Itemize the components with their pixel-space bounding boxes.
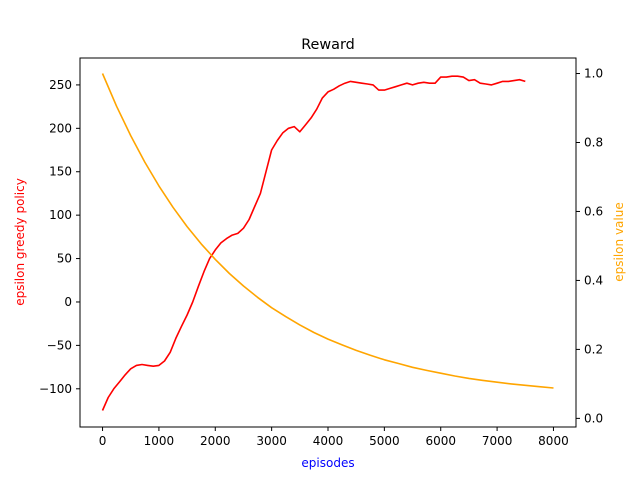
x-tick-label: 5000 [369, 434, 400, 448]
chart-title: Reward [301, 37, 355, 53]
right-y-tick-label: 0.2 [584, 342, 603, 356]
left-y-tick-label: −100 [39, 382, 72, 396]
left-y-tick-label: 50 [57, 252, 72, 266]
right-y-tick-label: 0.6 [584, 204, 603, 218]
left-y-tick-label: 0 [64, 295, 72, 309]
epsilon-value-line [101, 73, 554, 389]
left-y-axis-label: epsilon greedy policy [13, 178, 27, 306]
left-y-tick-label: 100 [49, 208, 72, 222]
x-tick-label: 4000 [313, 434, 344, 448]
left-y-tick-label: 150 [49, 165, 72, 179]
x-axis-label: episodes [301, 456, 354, 470]
left-y-axis-ticks: −100 −50 0 50 100 150 200 250 [39, 78, 80, 396]
x-tick-label: 0 [99, 434, 107, 448]
right-y-tick-label: 0.4 [584, 273, 603, 287]
x-tick-label: 3000 [256, 434, 287, 448]
x-tick-label: 2000 [200, 434, 231, 448]
right-y-tick-label: 0.0 [584, 411, 603, 425]
left-y-tick-label: 200 [49, 121, 72, 135]
reward-line [101, 75, 526, 411]
x-tick-label: 8000 [538, 434, 569, 448]
x-tick-label: 6000 [425, 434, 456, 448]
right-y-tick-label: 0.8 [584, 135, 603, 149]
right-y-axis-label: epsilon value [612, 202, 626, 281]
x-tick-label: 1000 [144, 434, 175, 448]
left-y-tick-label: −50 [47, 338, 72, 352]
left-y-tick-label: 250 [49, 78, 72, 92]
right-y-axis-ticks: 0.0 0.2 0.4 0.6 0.8 1.0 [576, 67, 603, 425]
right-y-tick-label: 1.0 [584, 67, 603, 81]
x-axis-ticks: 0 1000 2000 3000 4000 5000 6000 7000 8000 [99, 427, 569, 448]
x-tick-label: 7000 [482, 434, 513, 448]
plot-lines [101, 73, 554, 411]
